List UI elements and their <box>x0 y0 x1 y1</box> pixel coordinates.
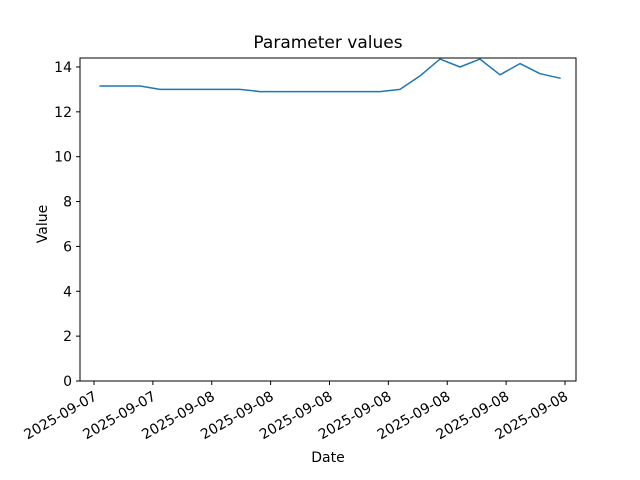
axes-box <box>79 57 577 382</box>
x-axis-label: Date <box>311 450 344 466</box>
y-tick-label: 2 <box>63 329 72 345</box>
y-tick-label: 4 <box>63 284 72 300</box>
series-line <box>99 58 561 93</box>
y-tick-label: 14 <box>54 60 72 76</box>
y-tick-label: 0 <box>63 374 72 390</box>
y-tick-label: 6 <box>63 239 72 255</box>
y-tick-label: 12 <box>54 105 72 121</box>
data-series <box>99 58 561 93</box>
chart-title: Parameter values <box>253 33 402 53</box>
y-axis-label: Value <box>35 205 51 243</box>
x-axis-ticks: 2025-09-072025-09-072025-09-082025-09-08… <box>22 381 571 443</box>
y-tick-label: 8 <box>63 195 72 211</box>
y-tick-label: 10 <box>54 150 72 166</box>
y-axis-ticks: 0 2 4 6 8 10 12 14 <box>54 60 80 390</box>
plot-spines <box>79 57 577 382</box>
